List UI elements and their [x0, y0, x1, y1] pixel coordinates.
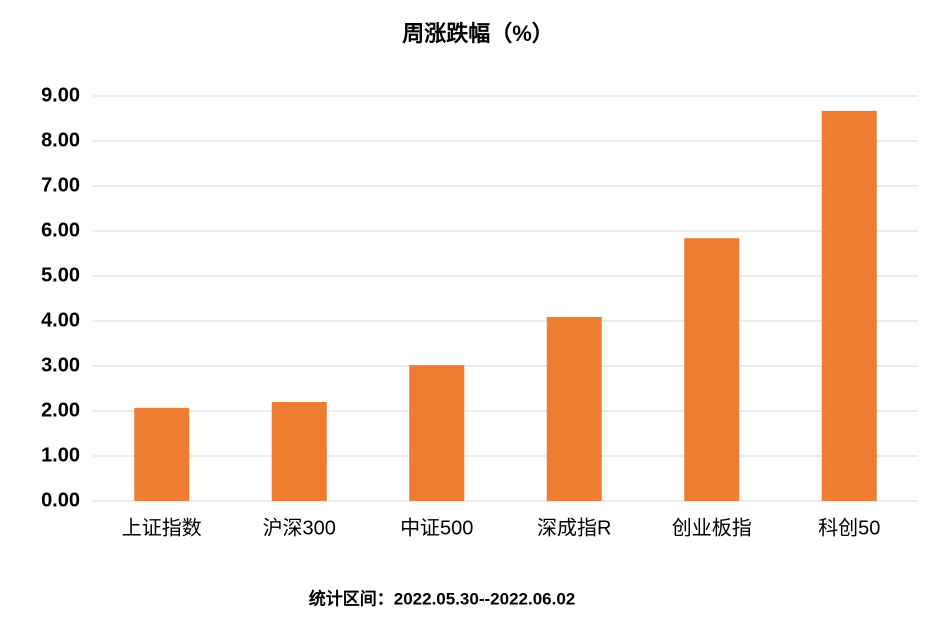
x-tick-label: 中证500 [400, 516, 473, 539]
y-tick-label: 9.00 [41, 84, 80, 106]
chart-title: 周涨跌幅（%） [402, 21, 554, 46]
y-tick-label: 7.00 [41, 174, 80, 196]
x-tick-label: 深成指R [537, 516, 611, 539]
y-tick-label: 5.00 [41, 264, 80, 286]
bar [134, 407, 190, 501]
y-tick-label: 8.00 [41, 129, 80, 151]
x-tick-label: 创业板指 [672, 516, 752, 539]
x-tick-label: 上证指数 [122, 516, 202, 539]
bar [821, 110, 877, 501]
bar [684, 238, 740, 501]
y-tick-label: 1.00 [41, 444, 80, 466]
y-tick-label: 4.00 [41, 309, 80, 331]
bar [409, 365, 465, 501]
y-tick-label: 2.00 [41, 399, 80, 421]
x-tick-label: 沪深300 [263, 516, 336, 539]
x-tick-label: 科创50 [818, 516, 880, 539]
y-tick-label: 6.00 [41, 219, 80, 241]
y-tick-label: 0.00 [41, 489, 80, 511]
bar [271, 402, 327, 501]
footnote: 统计区间：2022.05.30--2022.06.02 [309, 588, 576, 608]
bar [546, 316, 602, 501]
y-tick-label: 3.00 [41, 354, 80, 376]
